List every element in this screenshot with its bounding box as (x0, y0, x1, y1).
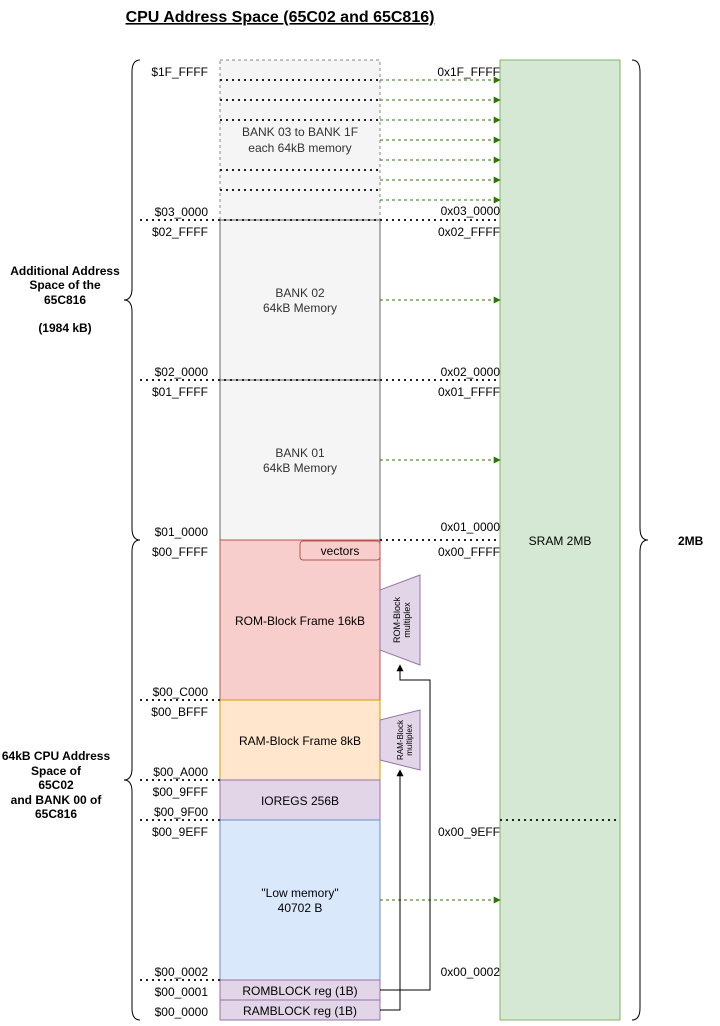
address-boundary-lines (140, 219, 620, 981)
svg-text:0x02_0000: 0x02_0000 (441, 365, 501, 379)
svg-text:65C816: 65C816 (44, 293, 86, 307)
svg-text:$00_0000: $00_0000 (155, 1005, 209, 1019)
sram-address-labels: 0x1F_FFFF 0x03_0000 0x02_FFFF 0x02_0000 … (437, 65, 500, 979)
ram-frame-label: RAM-Block Frame 8kB (239, 734, 361, 748)
ram-frame-block (219, 699, 381, 781)
bank-02-block (219, 219, 381, 381)
bank-02-label-2: 64kB Memory (263, 301, 337, 315)
svg-text:Additional Address: Additional Address (10, 264, 120, 278)
vectors-block (299, 540, 381, 561)
bank-03-1f-label-2: each 64kB memory (248, 141, 351, 155)
svg-text:(1984 kB): (1984 kB) (38, 321, 91, 335)
bank-01-block (219, 379, 381, 541)
svg-text:$01_FFFF: $01_FFFF (152, 385, 208, 399)
romblock-reg-label: ROMBLOCK reg (1B) (242, 984, 357, 998)
bank-02-label-1: BANK 02 (275, 286, 325, 300)
rom-frame-label: ROM-Block Frame 16kB (235, 614, 365, 628)
ram-mux-label-2: multiplex (405, 724, 414, 756)
svg-text:$01_0000: $01_0000 (155, 525, 209, 539)
brace-cpu64 (123, 539, 141, 1021)
bank-01-label-1: BANK 01 (275, 446, 325, 460)
ioregs-label: IOREGS 256B (261, 794, 339, 808)
select-lines (380, 664, 431, 1011)
rom-mux-label-1: ROM-Block (392, 597, 402, 644)
svg-text:$00_9FFF: $00_9FFF (153, 785, 208, 799)
vectors-label: vectors (321, 544, 360, 558)
svg-text:$00_C000: $00_C000 (153, 685, 209, 699)
bank-03-1f-label-1: BANK 03 to BANK 1F (242, 125, 358, 139)
rom-multiplexer (379, 574, 421, 666)
brace-sram (631, 59, 649, 1021)
sram-label: SRAM 2MB (529, 534, 592, 548)
svg-text:64kB CPU Address: 64kB CPU Address (2, 749, 111, 763)
svg-text:$00_9F00: $00_9F00 (154, 805, 208, 819)
low-memory-label-1: "Low memory" (261, 886, 338, 900)
svg-text:Space of: Space of (31, 764, 82, 778)
brace-additional (123, 59, 141, 541)
svg-text:0x00_0002: 0x00_0002 (441, 965, 501, 979)
additional-space-label: Additional Address Space of the 65C816 (… (10, 264, 120, 335)
svg-text:0x1F_FFFF: 0x1F_FFFF (437, 65, 500, 79)
svg-text:$02_FFFF: $02_FFFF (152, 225, 208, 239)
bank-01-label-2: 64kB Memory (263, 461, 337, 475)
mapping-arrows (380, 76, 501, 904)
ramblock-reg-label: RAMBLOCK reg (1B) (243, 1004, 357, 1018)
svg-text:0x02_FFFF: 0x02_FFFF (438, 225, 500, 239)
svg-text:0x01_0000: 0x01_0000 (441, 520, 501, 534)
svg-text:$03_0000: $03_0000 (155, 205, 209, 219)
sram-block (499, 59, 621, 1021)
svg-text:0x03_0000: 0x03_0000 (441, 204, 501, 218)
low-memory-block (219, 819, 381, 981)
svg-text:and BANK 00 of: and BANK 00 of (11, 793, 103, 807)
svg-text:$00_FFFF: $00_FFFF (152, 545, 208, 559)
svg-text:65C02: 65C02 (38, 778, 74, 792)
svg-text:0x00_FFFF: 0x00_FFFF (438, 545, 500, 559)
svg-text:65C816: 65C816 (35, 807, 77, 821)
ram-multiplexer (379, 709, 421, 771)
svg-text:$00_9EFF: $00_9EFF (152, 825, 208, 839)
ram-mux-label-1: RAM-Block (396, 719, 405, 760)
page-title: CPU Address Space (65C02 and 65C816) (126, 9, 435, 26)
low-memory-label-2: 40702 B (278, 901, 323, 915)
rom-frame-block (219, 539, 381, 701)
svg-text:0x01_FFFF: 0x01_FFFF (438, 385, 500, 399)
svg-text:$1F_FFFF: $1F_FFFF (151, 65, 208, 79)
bank-03-1f-block (219, 59, 381, 221)
svg-text:$00_0001: $00_0001 (155, 985, 209, 999)
svg-text:$02_0000: $02_0000 (155, 365, 209, 379)
svg-text:0x00_9EFF: 0x00_9EFF (438, 825, 500, 839)
svg-text:Space of the: Space of the (29, 278, 101, 292)
svg-text:$00_A000: $00_A000 (153, 765, 208, 779)
svg-text:$00_0002: $00_0002 (155, 965, 209, 979)
rom-mux-label-2: multiplex (402, 602, 412, 638)
sram-size-label: 2MB (678, 534, 704, 548)
cpu64-space-label: 64kB CPU Address Space of 65C02 and BANK… (2, 749, 111, 821)
svg-text:$00_BFFF: $00_BFFF (151, 705, 208, 719)
cpu-address-labels: $1F_FFFF $03_0000 $02_FFFF $02_0000 $01_… (151, 65, 208, 1019)
bank-separators (220, 79, 380, 191)
